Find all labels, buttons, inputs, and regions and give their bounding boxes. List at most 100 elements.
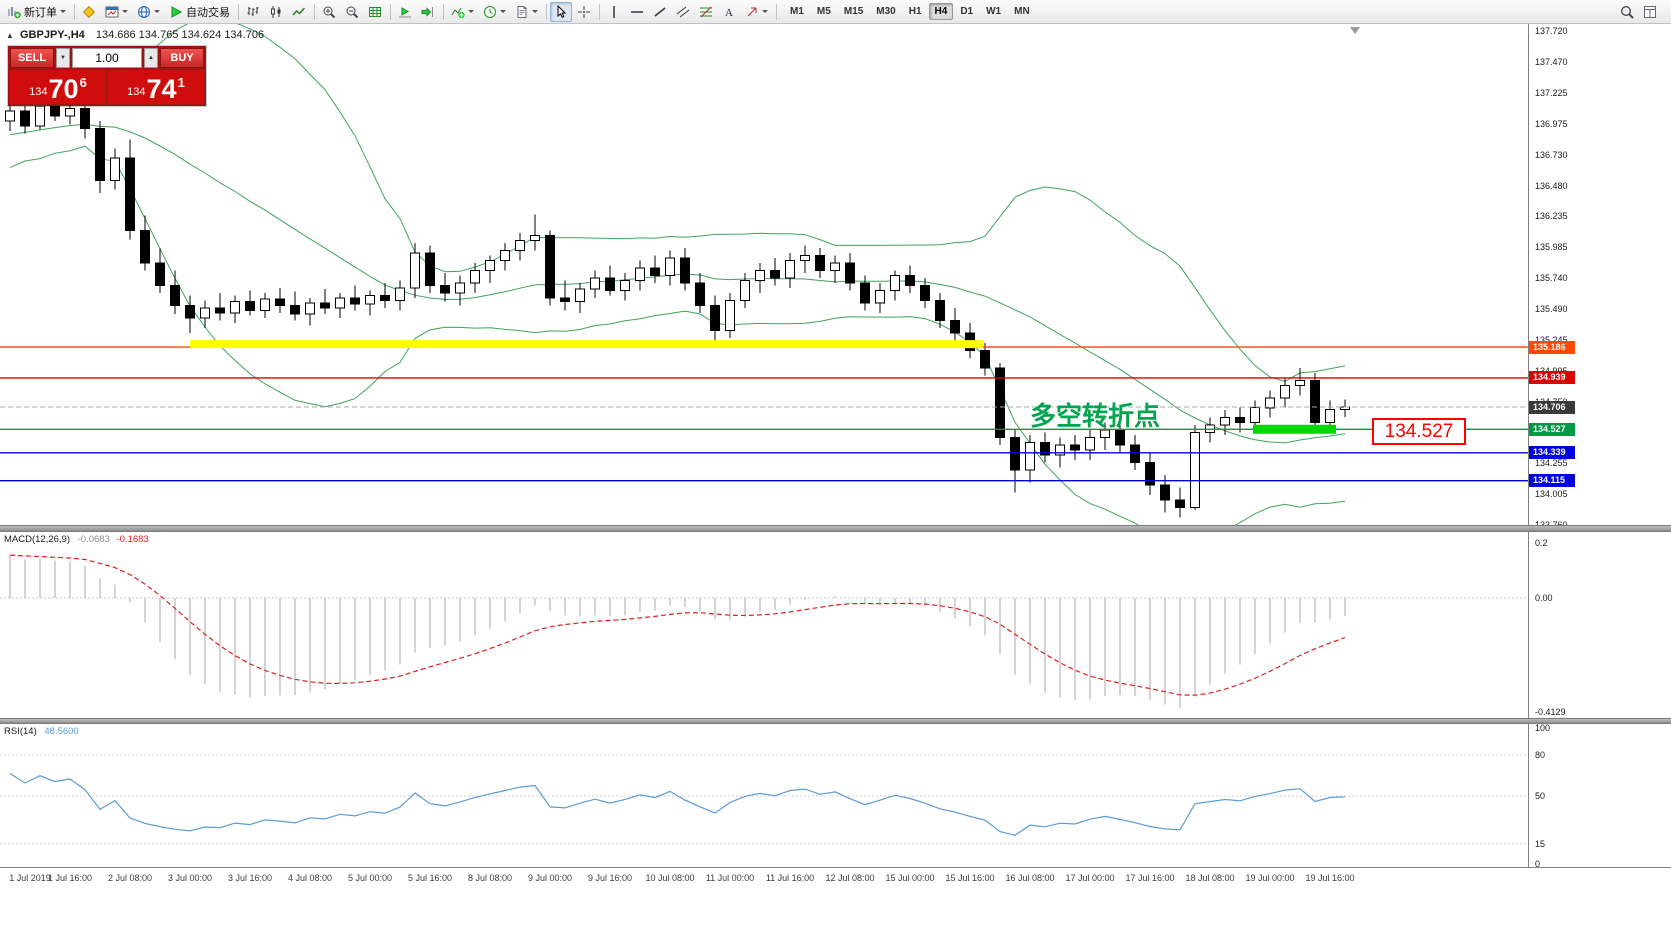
auto-scroll-icon bbox=[398, 5, 412, 19]
volume-input[interactable]: 1.00 bbox=[72, 48, 142, 68]
price-tick: 136.235 bbox=[1535, 211, 1568, 222]
grid-button[interactable] bbox=[364, 2, 386, 22]
autotrading-button[interactable]: 自动交易 bbox=[165, 2, 234, 22]
rsi-scale-tick: 15 bbox=[1535, 838, 1546, 849]
volume-decrease-button[interactable]: ▼ bbox=[56, 48, 70, 68]
trendline-button[interactable] bbox=[649, 2, 671, 22]
timeframe-m5[interactable]: M5 bbox=[816, 6, 831, 17]
new-chart-button[interactable] bbox=[101, 2, 132, 22]
buy-button[interactable]: BUY bbox=[160, 48, 204, 68]
text-button[interactable]: A bbox=[718, 2, 740, 22]
vertical-line-icon bbox=[607, 5, 621, 19]
templates-icon bbox=[515, 5, 529, 19]
timeframe-h1[interactable]: H1 bbox=[908, 6, 922, 17]
time-axis-label: 1 Jul 16:00 bbox=[47, 873, 93, 883]
ask-prefix: 134 bbox=[127, 86, 146, 98]
indicators-button[interactable] bbox=[447, 2, 478, 22]
macd-scale-tick: -0.4129 bbox=[1535, 706, 1566, 717]
hline-price-badge: 135.186 bbox=[1529, 340, 1575, 354]
price-tick: 135.245 bbox=[1535, 335, 1568, 346]
new-order-button-label: 新订单 bbox=[24, 6, 57, 19]
timeframe-h4[interactable]: H4 bbox=[928, 3, 954, 20]
timeframe-d1[interactable]: D1 bbox=[960, 6, 974, 17]
channel-button[interactable] bbox=[672, 2, 694, 22]
timeframe-m15[interactable]: M15 bbox=[843, 6, 864, 17]
toolbar-separator bbox=[314, 3, 315, 20]
dropdown-caret-icon bbox=[500, 10, 506, 13]
one-click-order-row: SELL ▼ 1.00 ▲ BUY bbox=[10, 48, 204, 68]
line-chart-icon bbox=[292, 5, 306, 19]
timeframe-mn[interactable]: MN bbox=[1014, 6, 1030, 17]
panel-splitter[interactable] bbox=[0, 525, 1671, 532]
toolbar-separator bbox=[443, 3, 444, 20]
data-window-button[interactable] bbox=[1639, 2, 1661, 22]
time-axis-label: 16 Jul 08:00 bbox=[1005, 873, 1055, 883]
new-order-button[interactable]: 新订单 bbox=[3, 2, 70, 22]
price-chart-canvas[interactable] bbox=[0, 24, 1528, 525]
data-window-icon bbox=[1643, 5, 1657, 19]
chart-window-icon bbox=[105, 5, 119, 19]
timeframe-w1[interactable]: W1 bbox=[986, 6, 1002, 17]
vertical-line-button[interactable] bbox=[603, 2, 625, 22]
ask-price-button[interactable]: 134 74 1 bbox=[108, 70, 204, 104]
time-axis-label: 5 Jul 00:00 bbox=[347, 873, 393, 883]
time-axis-label: 5 Jul 16:00 bbox=[407, 873, 453, 883]
timeframe-m30[interactable]: M30 bbox=[876, 6, 896, 17]
timeframe-m1[interactable]: M1 bbox=[790, 6, 804, 17]
time-axis-label: 15 Jul 16:00 bbox=[945, 873, 995, 883]
macd-panel[interactable]: MACD(12,26,9) -0.0683 -0.1683 bbox=[0, 532, 1528, 718]
profiles-button[interactable] bbox=[133, 2, 164, 22]
time-axis-label: 17 Jul 00:00 bbox=[1065, 873, 1115, 883]
hline-price-badge: 134.939 bbox=[1529, 371, 1575, 385]
sell-button[interactable]: SELL bbox=[10, 48, 54, 68]
candles bbox=[5, 88, 1350, 518]
symbol-arrow-icon: ▲ bbox=[6, 31, 14, 40]
macd-signal-value: -0.1683 bbox=[116, 534, 149, 545]
ohlc-readout: 134.686 134.765 134.624 134.706 bbox=[95, 29, 265, 41]
new-order-icon bbox=[7, 5, 21, 19]
zoom-in-button[interactable] bbox=[318, 2, 340, 22]
toolbar-buttons: 新订单 自动交易 A bbox=[3, 1, 780, 22]
price-tick: 137.470 bbox=[1535, 57, 1568, 68]
time-axis[interactable]: 1 Jul 2019 1 Jul 16:00 2 Jul 08:00 3 Jul 00… bbox=[0, 867, 1671, 890]
chart-shift-button[interactable] bbox=[417, 2, 439, 22]
rsi-canvas[interactable] bbox=[0, 724, 1528, 866]
zoom-out-button[interactable] bbox=[341, 2, 363, 22]
price-tick: 134.255 bbox=[1535, 458, 1568, 469]
macd-scale-tick: 0.00 bbox=[1535, 593, 1553, 603]
volume-increase-button[interactable]: ▲ bbox=[144, 48, 158, 68]
price-scale[interactable]: 137.720 137.470 137.225 136.975 136.730 136.4… bbox=[1528, 24, 1671, 869]
price-tick: 136.480 bbox=[1535, 180, 1568, 191]
periods-icon bbox=[483, 5, 497, 19]
bollinger-bands bbox=[9, 24, 1346, 525]
line-chart-button[interactable] bbox=[288, 2, 310, 22]
rsi-value: 48.5600 bbox=[44, 726, 79, 737]
bid-price-button[interactable]: 134 70 6 bbox=[10, 70, 106, 104]
auto-scroll-button[interactable] bbox=[394, 2, 416, 22]
time-axis-label: 1 Jul 2019 bbox=[9, 873, 51, 883]
fibonacci-button[interactable] bbox=[695, 2, 717, 22]
panel-splitter[interactable] bbox=[0, 718, 1671, 724]
one-click-trading-panel: SELL ▼ 1.00 ▲ BUY 134 70 6 134 74 1 bbox=[8, 46, 206, 106]
grid-icon bbox=[368, 5, 382, 19]
periods-button[interactable] bbox=[479, 2, 510, 22]
current-price-badge: 134.706 bbox=[1529, 400, 1575, 414]
time-axis-label: 19 Jul 00:00 bbox=[1245, 873, 1295, 883]
crosshair-button[interactable] bbox=[573, 2, 595, 22]
trendline-icon bbox=[653, 5, 667, 19]
bar-chart-button[interactable] bbox=[242, 2, 264, 22]
macd-canvas[interactable] bbox=[0, 532, 1528, 718]
arrows-button[interactable] bbox=[741, 2, 772, 22]
symbol-search-button[interactable] bbox=[1616, 2, 1638, 22]
horizontal-line-button[interactable] bbox=[626, 2, 648, 22]
cursor-button[interactable] bbox=[550, 1, 572, 22]
compass-icon bbox=[82, 5, 96, 19]
price-tick: 136.730 bbox=[1535, 149, 1568, 160]
rsi-panel[interactable]: RSI(14) 48.5600 bbox=[0, 724, 1528, 866]
candlestick-button[interactable] bbox=[265, 2, 287, 22]
metaeditor-button[interactable] bbox=[78, 2, 100, 22]
indicators-icon bbox=[451, 5, 465, 19]
templates-button[interactable] bbox=[511, 2, 542, 22]
price-callout-label[interactable]: 134.527 bbox=[1372, 418, 1466, 445]
chart-shift-marker[interactable] bbox=[1350, 27, 1360, 34]
